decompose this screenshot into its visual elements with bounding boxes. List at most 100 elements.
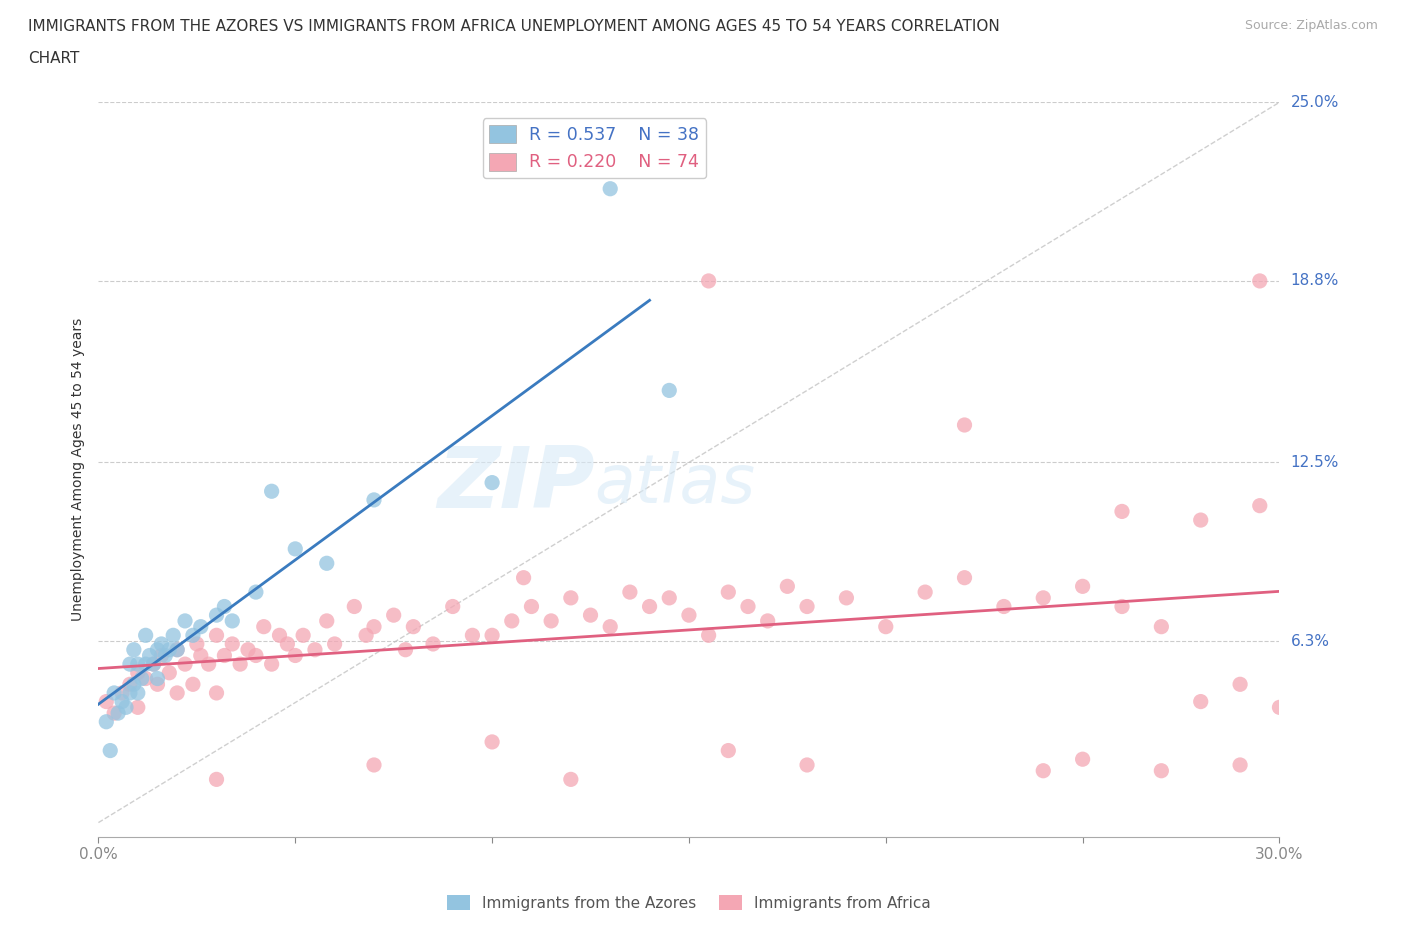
Point — [1111, 504, 1133, 519]
Point — [166, 643, 188, 658]
Point — [619, 585, 641, 600]
Point — [658, 591, 681, 605]
Point — [796, 758, 818, 773]
Point — [1189, 694, 1212, 709]
Point — [146, 643, 169, 658]
Point — [354, 628, 377, 643]
Point — [166, 685, 188, 700]
Text: CHART: CHART — [28, 51, 80, 66]
Point — [678, 607, 700, 622]
Point — [127, 657, 149, 671]
Point — [122, 643, 145, 658]
Point — [481, 628, 503, 643]
Point — [697, 273, 720, 288]
Point — [118, 677, 141, 692]
Point — [560, 772, 582, 787]
Point — [205, 607, 228, 622]
Point — [1249, 498, 1271, 513]
Point — [221, 614, 243, 629]
Point — [253, 619, 276, 634]
Point — [796, 599, 818, 614]
Point — [315, 614, 337, 629]
Point — [382, 607, 405, 622]
Point — [135, 657, 157, 671]
Text: atlas: atlas — [595, 451, 755, 517]
Point — [953, 418, 976, 432]
Point — [481, 475, 503, 490]
Point — [1229, 677, 1251, 692]
Point — [131, 671, 153, 686]
Point — [1071, 751, 1094, 766]
Point — [953, 570, 976, 585]
Text: 6.3%: 6.3% — [1291, 633, 1330, 648]
Point — [221, 636, 243, 651]
Point — [540, 614, 562, 629]
Point — [756, 614, 779, 629]
Point — [96, 714, 118, 729]
Point — [269, 628, 291, 643]
Point — [276, 636, 298, 651]
Point — [1071, 578, 1094, 593]
Point — [835, 591, 858, 605]
Point — [127, 700, 149, 715]
Point — [284, 541, 307, 556]
Point — [103, 685, 125, 700]
Point — [107, 706, 129, 721]
Point — [292, 628, 315, 643]
Point — [205, 685, 228, 700]
Point — [111, 685, 134, 700]
Point — [1032, 764, 1054, 778]
Point — [323, 636, 346, 651]
Point — [1150, 764, 1173, 778]
Point — [284, 648, 307, 663]
Point — [481, 735, 503, 750]
Text: Source: ZipAtlas.com: Source: ZipAtlas.com — [1244, 19, 1378, 32]
Point — [186, 636, 208, 651]
Point — [579, 607, 602, 622]
Point — [560, 591, 582, 605]
Point — [157, 643, 180, 658]
Point — [245, 648, 267, 663]
Point — [214, 599, 236, 614]
Text: 12.5%: 12.5% — [1291, 455, 1339, 470]
Text: IMMIGRANTS FROM THE AZORES VS IMMIGRANTS FROM AFRICA UNEMPLOYMENT AMONG AGES 45 : IMMIGRANTS FROM THE AZORES VS IMMIGRANTS… — [28, 19, 1000, 33]
Point — [1032, 591, 1054, 605]
Point — [103, 706, 125, 721]
Point — [146, 677, 169, 692]
Point — [127, 665, 149, 680]
Point — [122, 677, 145, 692]
Point — [155, 648, 177, 663]
Point — [135, 628, 157, 643]
Point — [111, 694, 134, 709]
Point — [236, 643, 259, 658]
Point — [461, 628, 484, 643]
Point — [776, 578, 799, 593]
Point — [229, 657, 252, 671]
Point — [214, 648, 236, 663]
Point — [260, 484, 283, 498]
Point — [166, 643, 188, 658]
Point — [197, 657, 219, 671]
Point — [142, 657, 165, 671]
Text: 25.0%: 25.0% — [1291, 95, 1339, 110]
Point — [363, 758, 385, 773]
Point — [98, 743, 121, 758]
Point — [205, 772, 228, 787]
Point — [146, 671, 169, 686]
Text: 18.8%: 18.8% — [1291, 273, 1339, 288]
Point — [363, 493, 385, 508]
Point — [115, 700, 138, 715]
Point — [315, 556, 337, 571]
Legend: Immigrants from the Azores, Immigrants from Africa: Immigrants from the Azores, Immigrants f… — [440, 889, 938, 917]
Point — [190, 648, 212, 663]
Point — [162, 628, 184, 643]
Point — [118, 657, 141, 671]
Y-axis label: Unemployment Among Ages 45 to 54 years: Unemployment Among Ages 45 to 54 years — [70, 318, 84, 621]
Point — [737, 599, 759, 614]
Point — [304, 643, 326, 658]
Point — [520, 599, 543, 614]
Point — [142, 657, 165, 671]
Point — [150, 648, 173, 663]
Point — [343, 599, 366, 614]
Point — [914, 585, 936, 600]
